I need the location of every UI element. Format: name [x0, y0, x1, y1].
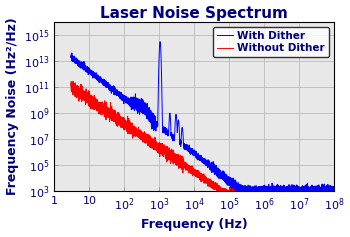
Without Dither: [219, 191, 223, 194]
Without Dither: [332, 191, 336, 194]
With Dither: [82, 65, 86, 68]
Line: With Dither: With Dither: [71, 42, 334, 190]
Title: Laser Noise Spectrum: Laser Noise Spectrum: [100, 5, 288, 21]
Line: Without Dither: Without Dither: [71, 81, 334, 193]
Without Dither: [264, 191, 268, 194]
Without Dither: [69, 85, 73, 87]
Legend: With Dither, Without Dither: With Dither, Without Dither: [213, 27, 329, 57]
With Dither: [236, 182, 240, 185]
With Dither: [229, 189, 233, 192]
With Dither: [158, 40, 162, 43]
Without Dither: [164, 147, 168, 150]
Without Dither: [82, 96, 86, 99]
With Dither: [225, 180, 229, 183]
Without Dither: [278, 191, 282, 194]
With Dither: [278, 185, 282, 188]
Without Dither: [225, 191, 229, 193]
With Dither: [264, 189, 268, 192]
Without Dither: [236, 191, 240, 194]
With Dither: [164, 130, 168, 132]
With Dither: [332, 188, 336, 191]
Y-axis label: Frequency Noise (Hz²/Hz): Frequency Noise (Hz²/Hz): [6, 18, 19, 196]
X-axis label: Frequency (Hz): Frequency (Hz): [141, 219, 248, 232]
With Dither: [69, 56, 73, 59]
Without Dither: [71, 80, 75, 83]
